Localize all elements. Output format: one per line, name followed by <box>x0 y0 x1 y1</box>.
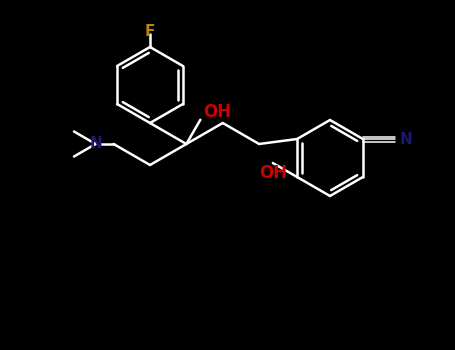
Text: F: F <box>145 23 155 38</box>
Text: N: N <box>399 132 412 147</box>
Text: OH: OH <box>259 164 287 182</box>
Text: N: N <box>89 136 102 152</box>
Text: OH: OH <box>203 103 232 121</box>
